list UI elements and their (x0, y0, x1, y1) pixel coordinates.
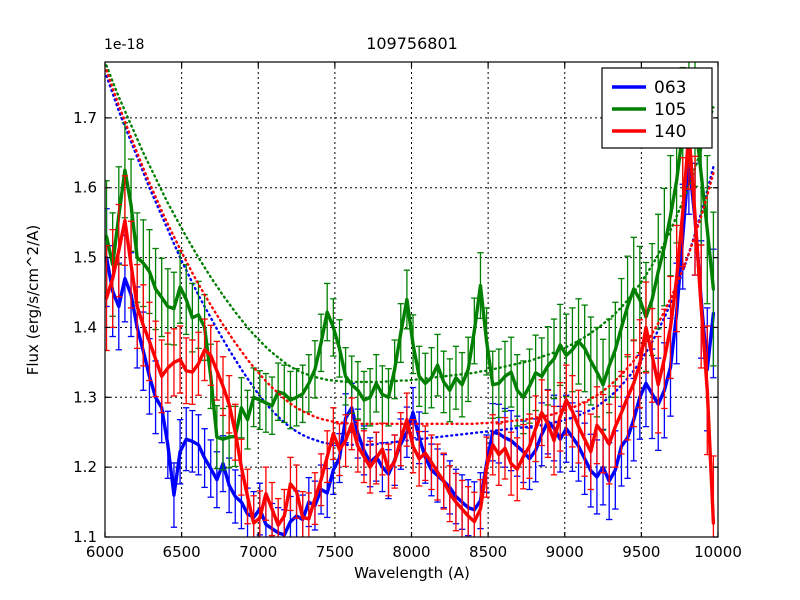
y-axis-title: Flux (erg/s/cm^2/A) (24, 225, 42, 376)
y-axis-offset-label: 1e-18 (104, 37, 144, 53)
x-tick-label: 6500 (163, 543, 201, 561)
x-tick-label: 10000 (694, 543, 742, 561)
y-tick-label: 1.2 (73, 458, 97, 476)
trendline-105 (105, 64, 715, 384)
x-tick-label: 6000 (86, 543, 124, 561)
legend-label-063[interactable]: 063 (654, 78, 686, 98)
x-tick-label: 8000 (392, 543, 430, 561)
x-tick-label: 9000 (546, 543, 584, 561)
x-tick-label: 7500 (316, 543, 354, 561)
page-title: 109756801 (366, 34, 458, 53)
y-tick-label: 1.3 (73, 388, 97, 406)
trendline-140 (105, 69, 715, 426)
trendline-063 (105, 74, 715, 446)
series-140 (105, 69, 717, 537)
line-140 (105, 130, 716, 527)
y-tick-label: 1.5 (73, 249, 97, 267)
x-tick-label: 9500 (622, 543, 660, 561)
axis-ticks: 6000 6500 7000 7500 8000 8500 9000 9500 10000 1.1… (73, 62, 742, 561)
data-series-group (105, 62, 717, 537)
y-tick-label: 1.7 (73, 109, 97, 127)
y-tick-label: 1.6 (73, 179, 97, 197)
legend-label-105[interactable]: 105 (654, 100, 686, 120)
y-tick-label: 1.1 (73, 528, 97, 546)
y-tick-label: 1.4 (73, 318, 97, 336)
x-axis-title: Wavelength (A) (354, 564, 470, 582)
legend-label-140[interactable]: 140 (654, 122, 686, 142)
x-tick-label: 8500 (469, 543, 507, 561)
x-tick-label: 7000 (239, 543, 277, 561)
line-063 (105, 158, 716, 537)
